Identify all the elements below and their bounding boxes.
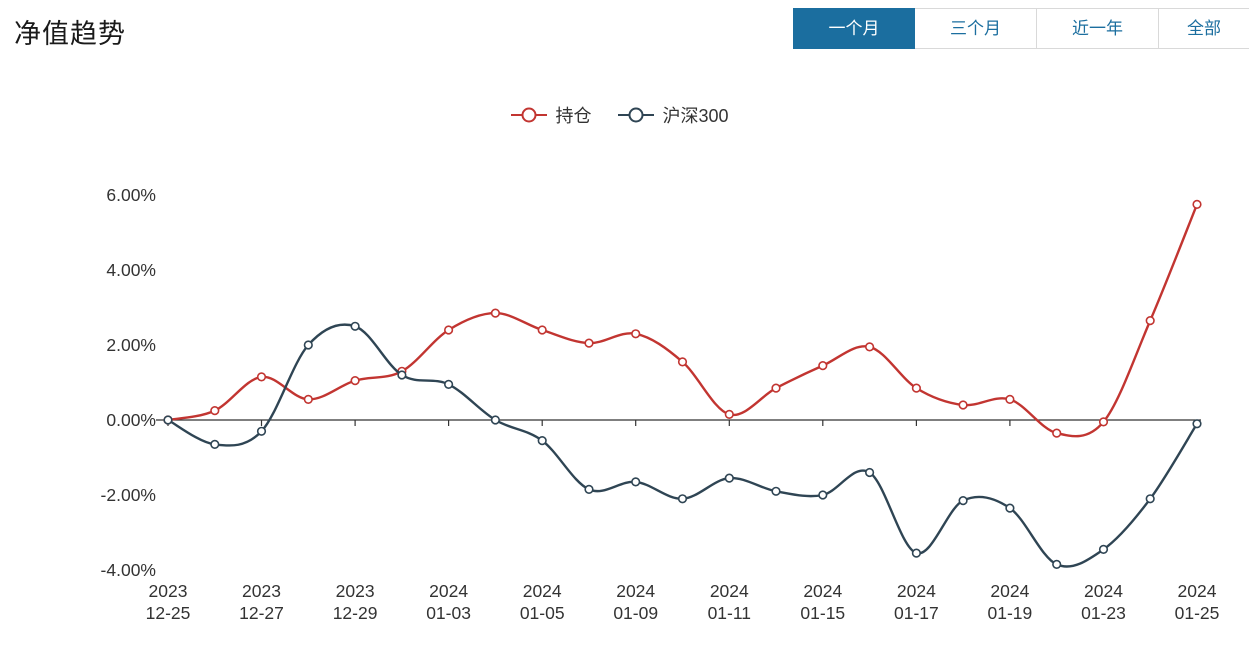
x-axis-label: 2023 xyxy=(149,581,188,601)
tab-all[interactable]: 全部 xyxy=(1159,8,1249,49)
x-axis-label: 12-25 xyxy=(146,603,191,623)
data-point-marker xyxy=(771,486,781,496)
data-point-marker xyxy=(864,342,875,352)
data-point-marker xyxy=(1005,394,1015,404)
data-point-marker xyxy=(818,361,828,371)
y-axis-label: 4.00% xyxy=(106,260,156,280)
data-point-marker xyxy=(444,325,454,335)
data-point-marker xyxy=(771,383,781,393)
x-axis-label: 01-17 xyxy=(894,603,939,623)
x-axis-label: 2024 xyxy=(523,581,562,601)
data-point-marker xyxy=(490,308,501,318)
y-axis-label: 2.00% xyxy=(106,335,156,355)
series-line xyxy=(167,203,1199,438)
x-axis-label: 01-03 xyxy=(426,603,471,623)
x-axis-label: 2023 xyxy=(336,581,375,601)
legend-item-csi300[interactable]: 沪深300 xyxy=(617,102,729,128)
y-axis-label: -2.00% xyxy=(101,485,156,505)
x-axis-label: 2024 xyxy=(710,581,749,601)
data-point-marker xyxy=(490,415,501,425)
x-axis-label: 12-27 xyxy=(239,603,284,623)
data-point-marker xyxy=(1098,417,1109,427)
tab-three-months[interactable]: 三个月 xyxy=(915,8,1037,49)
data-point-marker xyxy=(163,415,173,425)
data-point-marker xyxy=(724,473,734,483)
data-point-marker xyxy=(1098,544,1109,555)
data-point-marker xyxy=(911,383,922,393)
x-axis-label: 01-05 xyxy=(520,603,565,623)
data-point-marker xyxy=(818,490,828,500)
data-point-marker xyxy=(1145,316,1155,326)
data-point-marker xyxy=(303,394,313,404)
page-header: 净值趋势 一个月 三个月 近一年 全部 xyxy=(0,0,1249,58)
data-point-marker xyxy=(1145,494,1155,504)
chart-legend: 持仓 沪深300 xyxy=(0,102,1239,128)
data-point-marker xyxy=(1005,503,1015,513)
data-point-marker xyxy=(350,321,360,331)
data-point-marker xyxy=(584,484,594,495)
x-axis-label: 01-15 xyxy=(800,603,845,623)
data-point-marker xyxy=(677,494,688,504)
data-point-marker xyxy=(303,340,313,350)
x-axis-label: 2023 xyxy=(242,581,281,601)
data-point-marker xyxy=(350,376,360,386)
x-axis-label: 2024 xyxy=(897,581,936,601)
data-point-marker xyxy=(677,357,688,367)
data-point-marker xyxy=(1052,428,1062,438)
data-point-marker xyxy=(210,406,220,416)
y-axis-label: 6.00% xyxy=(106,185,156,205)
x-axis-label: 2024 xyxy=(616,581,655,601)
tab-one-month[interactable]: 一个月 xyxy=(793,8,915,49)
data-point-marker xyxy=(537,325,547,335)
data-point-marker xyxy=(256,426,267,436)
tab-one-year[interactable]: 近一年 xyxy=(1037,8,1159,49)
csi300-legend-marker-icon xyxy=(618,107,655,123)
x-axis-label: 01-19 xyxy=(988,603,1033,623)
x-axis-label: 01-09 xyxy=(613,603,658,623)
legend-item-holdings[interactable]: 持仓 xyxy=(510,102,591,128)
x-axis-label: 2024 xyxy=(429,581,468,601)
data-point-marker xyxy=(864,467,875,478)
page-title: 净值趋势 xyxy=(14,19,126,49)
legend-label-csi300: 沪深300 xyxy=(662,106,729,126)
x-axis-label: 2024 xyxy=(1084,581,1123,601)
data-point-marker xyxy=(1192,199,1202,210)
data-point-marker xyxy=(631,329,641,339)
legend-label-holdings: 持仓 xyxy=(555,106,592,126)
series-line xyxy=(167,323,1199,568)
data-point-marker xyxy=(1192,419,1202,429)
period-tabs: 一个月 三个月 近一年 全部 xyxy=(793,8,1249,49)
data-point-marker xyxy=(958,496,968,506)
y-axis-label: -4.00% xyxy=(101,560,156,580)
data-point-marker xyxy=(584,338,594,348)
x-axis-label: 2024 xyxy=(1178,581,1217,601)
data-point-marker xyxy=(958,400,968,410)
holdings-legend-marker-icon xyxy=(511,107,548,123)
net-value-chart[interactable]: 6.00%4.00%2.00%0.00%-2.00%-4.00%202312-2… xyxy=(0,150,1249,655)
x-axis-label: 01-25 xyxy=(1175,603,1220,623)
x-axis-label: 2024 xyxy=(803,581,842,601)
x-axis-label: 01-11 xyxy=(708,603,751,623)
data-point-marker xyxy=(631,477,641,487)
data-point-marker xyxy=(724,409,734,420)
x-axis-label: 2024 xyxy=(990,581,1029,601)
y-axis-label: 0.00% xyxy=(106,410,156,430)
data-point-marker xyxy=(1052,559,1062,570)
data-point-marker xyxy=(537,436,547,446)
data-point-marker xyxy=(444,379,454,389)
data-point-marker xyxy=(911,548,922,558)
data-point-marker xyxy=(397,370,407,380)
data-point-marker xyxy=(256,372,267,382)
x-axis-label: 01-23 xyxy=(1081,603,1126,623)
x-axis-label: 12-29 xyxy=(333,603,378,623)
data-point-marker xyxy=(210,439,220,450)
